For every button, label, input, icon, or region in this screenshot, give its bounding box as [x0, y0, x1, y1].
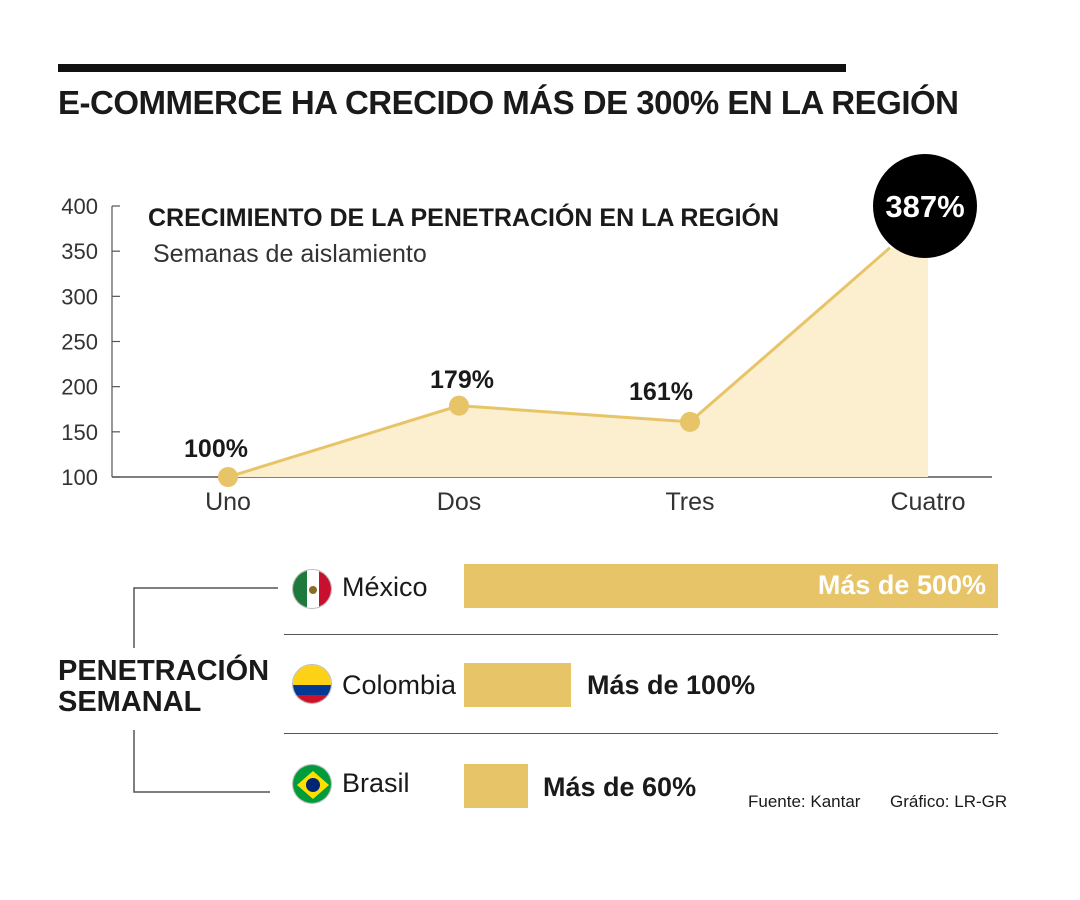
data-point: [218, 467, 238, 487]
x-tick-label: Uno: [205, 488, 251, 516]
bar-value-label: Más de 100%: [587, 670, 756, 700]
x-tick-label: Cuatro: [890, 488, 965, 516]
row-divider: [284, 634, 998, 635]
bar-brasil: [464, 764, 528, 808]
x-tick-label: Tres: [665, 488, 714, 516]
bar-row-brasil: Brasil Más de 60%: [0, 762, 1080, 822]
highlight-data-label: 387%: [885, 189, 964, 224]
page-title: E-COMMERCE HA CRECIDO MÁS DE 300% EN LA …: [58, 84, 959, 121]
area-fill: [228, 217, 928, 477]
data-label: 179%: [430, 366, 494, 394]
y-tick-label: 250: [61, 330, 98, 355]
chart-subtitle: Semanas de aislamiento: [153, 240, 427, 268]
bar-row-mexico: México Más de 500%: [0, 562, 1080, 622]
country-label: México: [342, 572, 428, 602]
y-tick-label: 400: [61, 194, 98, 219]
data-label: 100%: [184, 435, 248, 463]
title-rule: [58, 64, 846, 72]
y-tick-label: 150: [61, 420, 98, 445]
source-text: Fuente: Kantar: [748, 792, 861, 811]
highlight-circle: [873, 154, 977, 258]
bar-value-label: Más de 500%: [817, 570, 986, 600]
area-chart: 400 350 300 250 200 150 100 Uno Dos Tres Cuatro 1…: [61, 154, 992, 516]
y-tick-label: 100: [61, 465, 98, 490]
bars-label-line2: SEMANAL: [58, 686, 202, 718]
data-point: [449, 395, 469, 416]
data-label: 161%: [629, 378, 693, 406]
row-divider: [284, 733, 998, 734]
bar-row-colombia: Colombia Más de 100%: [0, 662, 1080, 722]
bar-mexico: [464, 564, 998, 608]
country-label: Colombia: [342, 670, 457, 700]
y-tick-label: 350: [61, 239, 98, 264]
country-label: Brasil: [342, 768, 410, 798]
mexico-flag-icon: [292, 569, 332, 609]
credit-text: Gráfico: LR-GR: [890, 792, 1008, 811]
series-line: [227, 246, 891, 479]
y-tick-label: 200: [61, 375, 98, 400]
data-points: 100% 179% 161% 387%: [184, 154, 977, 487]
y-tick-label: 300: [61, 284, 98, 309]
bars-section-label: PENETRACIÓN SEMANAL: [58, 656, 269, 718]
bar-colombia: [464, 663, 571, 707]
x-axis: Uno Dos Tres Cuatro: [112, 471, 992, 516]
x-tick-label: Dos: [437, 488, 481, 516]
chart-title: CRECIMIENTO DE LA PENETRACIÓN EN LA REGI…: [148, 202, 779, 232]
bar-value-label: Más de 60%: [543, 772, 697, 802]
data-point: [680, 411, 700, 432]
brazil-flag-icon: [292, 764, 332, 804]
y-axis: 400 350 300 250 200 150 100: [61, 194, 120, 490]
colombia-flag-icon: [292, 664, 332, 704]
bars-label-line1: PENETRACIÓN: [58, 655, 270, 687]
